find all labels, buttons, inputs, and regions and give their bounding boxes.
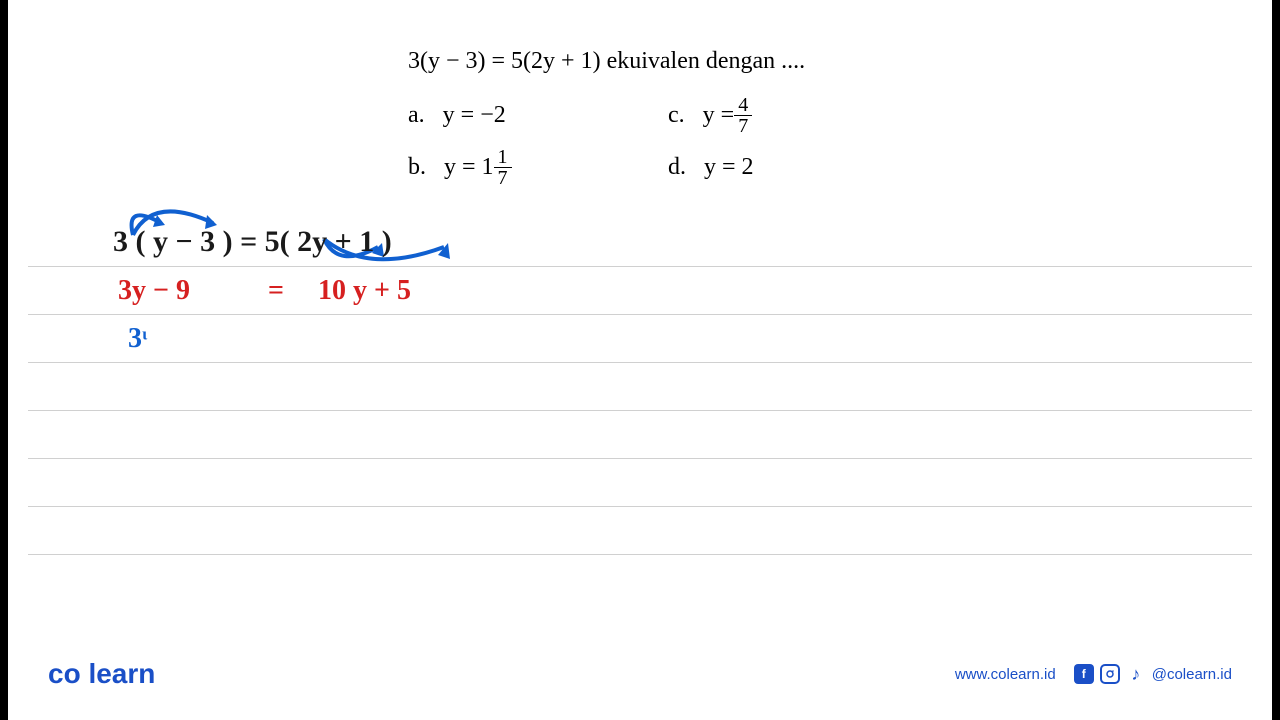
option-c-prefix: y = bbox=[703, 102, 735, 129]
work-step-2-left: 3y − 9 bbox=[118, 275, 190, 307]
work-step-2-eq: = bbox=[268, 275, 284, 307]
question-equation: 3(y − 3) = 5(2y + 1) ekuivalen dengan ..… bbox=[408, 48, 1108, 75]
option-b: b. y = 1 1 7 bbox=[408, 145, 668, 189]
options-col-right: c. y = 4 7 d. y = 2 bbox=[668, 93, 928, 197]
option-a-label: a. bbox=[408, 102, 425, 129]
work-line-7 bbox=[28, 507, 1252, 555]
options-grid: a. y = −2 b. y = 1 1 7 c. y = 4 7 bbox=[408, 93, 1108, 197]
brand-logo: co learn bbox=[48, 658, 155, 690]
option-a-text: y = −2 bbox=[443, 102, 506, 129]
footer-right: www.colearn.id f ♪ @colearn.id bbox=[955, 664, 1232, 684]
work-line-5 bbox=[28, 411, 1252, 459]
footer: co learn www.colearn.id f ♪ @colearn.id bbox=[48, 658, 1232, 690]
footer-url: www.colearn.id bbox=[955, 666, 1056, 683]
option-b-fraction: 1 7 bbox=[494, 147, 512, 188]
work-line-1: 3 ( y − 3 ) = 5( 2y + 1 ) bbox=[28, 195, 1252, 267]
work-step-2-right: 10 y + 5 bbox=[318, 275, 411, 307]
work-area: 3 ( y − 3 ) = 5( 2y + 1 ) 3y − 9 = 10 y … bbox=[28, 195, 1252, 603]
option-d-label: d. bbox=[668, 154, 686, 181]
work-line-6 bbox=[28, 459, 1252, 507]
tiktok-icon: ♪ bbox=[1126, 664, 1146, 684]
work-line-4 bbox=[28, 363, 1252, 411]
facebook-icon: f bbox=[1074, 664, 1094, 684]
option-a: a. y = −2 bbox=[408, 93, 668, 137]
footer-handle: @colearn.id bbox=[1152, 666, 1232, 683]
question-block: 3(y − 3) = 5(2y + 1) ekuivalen dengan ..… bbox=[408, 48, 1108, 197]
work-line-2: 3y − 9 = 10 y + 5 bbox=[28, 267, 1252, 315]
option-d-text: y = 2 bbox=[704, 154, 754, 181]
options-col-left: a. y = −2 b. y = 1 1 7 bbox=[408, 93, 668, 197]
instagram-icon bbox=[1100, 664, 1120, 684]
work-line-3: 3ᶥ bbox=[28, 315, 1252, 363]
option-d: d. y = 2 bbox=[668, 145, 928, 189]
option-b-label: b. bbox=[408, 154, 426, 181]
option-c-label: c. bbox=[668, 102, 685, 129]
work-line-8 bbox=[28, 555, 1252, 603]
option-c: c. y = 4 7 bbox=[668, 93, 928, 137]
work-step-3: 3ᶥ bbox=[128, 323, 148, 355]
option-b-prefix: y = 1 bbox=[444, 154, 494, 181]
work-step-1: 3 ( y − 3 ) = 5( 2y + 1 ) bbox=[113, 225, 392, 259]
social-icons: f ♪ @colearn.id bbox=[1074, 664, 1232, 684]
option-c-fraction: 4 7 bbox=[734, 95, 752, 136]
